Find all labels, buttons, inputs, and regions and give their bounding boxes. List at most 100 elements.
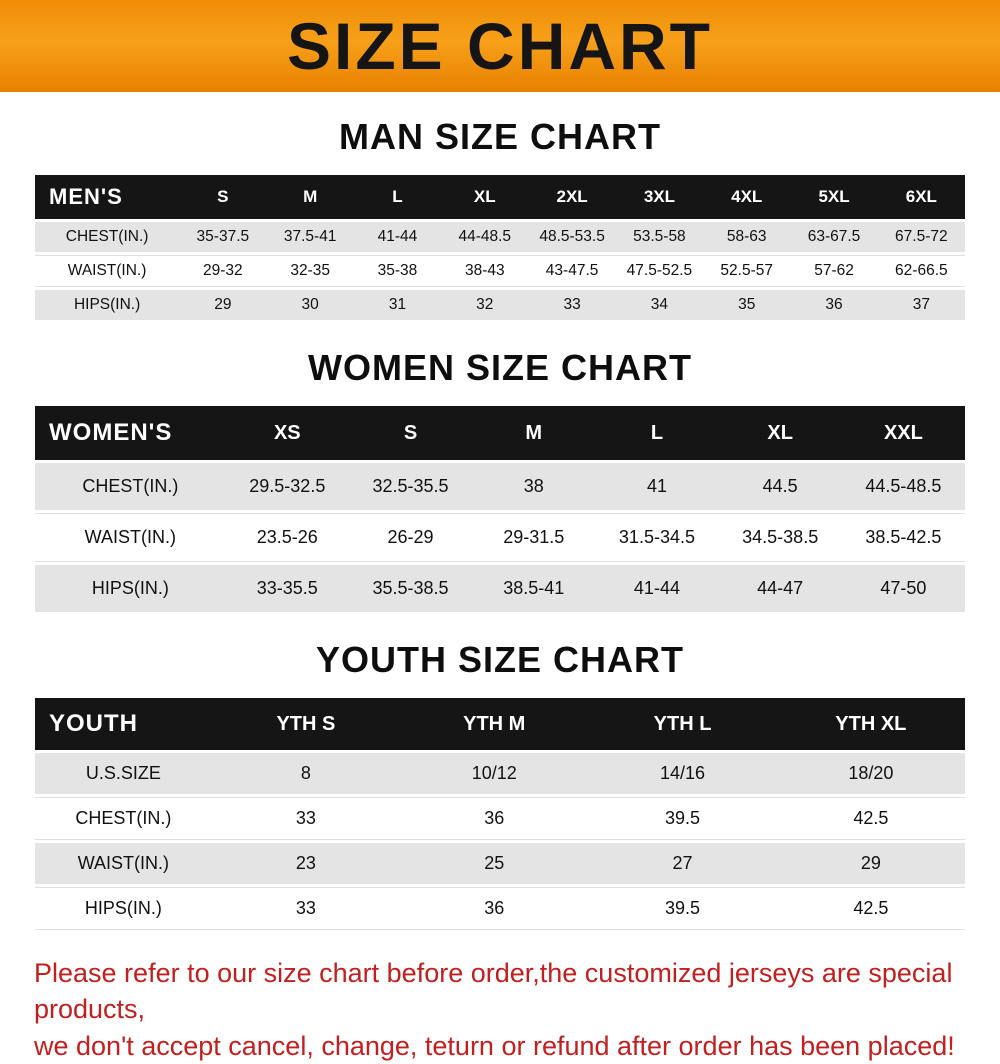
cell-value: 32.5-35.5 <box>348 463 473 510</box>
cell-value: 47-50 <box>841 565 965 612</box>
column-header: 3XL <box>615 175 704 219</box>
women-size-table: WOMEN'S XS S M L XL XXL CHEST(IN.) 29.5-32.5 32.5… <box>35 403 965 615</box>
cell-value: 48.5-53.5 <box>528 222 616 252</box>
cell-value: 33 <box>211 797 401 840</box>
row-label: WAIST(IN.) <box>35 255 180 287</box>
row-label: CHEST(IN.) <box>35 797 212 840</box>
cell-value: 38.5-41 <box>472 565 596 612</box>
cell-value: 10/12 <box>400 753 589 794</box>
cell-value: 41 <box>595 463 719 510</box>
cell-value: 34 <box>615 290 704 320</box>
column-header: YTH L <box>588 698 777 750</box>
column-header: XS <box>225 406 349 460</box>
row-label: WAIST(IN.) <box>35 843 212 884</box>
table-row: WAIST(IN.) 23.5-26 26-29 29-31.5 31.5-34.5 34… <box>35 513 965 562</box>
table-title-cell: YOUTH <box>35 698 212 750</box>
cell-value: 39.5 <box>588 887 777 930</box>
cell-value: 35-37.5 <box>179 222 267 252</box>
cell-value: 32 <box>441 290 529 320</box>
cell-value: 43-47.5 <box>528 255 616 287</box>
footer-note-line2: we don't accept cancel, change, teturn o… <box>34 1030 955 1061</box>
column-header: 6XL <box>877 175 965 219</box>
row-label: WAIST(IN.) <box>35 513 226 562</box>
table-header-row: YOUTH YTH S YTH M YTH L YTH XL <box>35 698 965 750</box>
cell-value: 44-48.5 <box>441 222 529 252</box>
page-title: SIZE CHART <box>287 9 713 83</box>
cell-value: 41-44 <box>595 565 719 612</box>
column-header: 5XL <box>790 175 878 219</box>
cell-value: 67.5-72 <box>877 222 965 252</box>
table-row: CHEST(IN.) 33 36 39.5 42.5 <box>35 797 965 840</box>
cell-value: 23.5-26 <box>225 513 349 562</box>
column-header: L <box>353 175 442 219</box>
row-label: HIPS(IN.) <box>35 565 226 612</box>
cell-value: 33-35.5 <box>225 565 349 612</box>
column-header: YTH S <box>211 698 401 750</box>
cell-value: 27 <box>588 843 777 884</box>
cell-value: 29-32 <box>179 255 267 287</box>
cell-value: 31.5-34.5 <box>595 513 719 562</box>
youth-section-heading: YOUTH SIZE CHART <box>315 639 684 680</box>
column-header: M <box>472 406 596 460</box>
cell-value: 32-35 <box>266 255 354 287</box>
cell-value: 58-63 <box>703 222 791 252</box>
cell-value: 36 <box>400 797 589 840</box>
cell-value: 14/16 <box>588 753 777 794</box>
footer-note-line1: Please refer to our size chart before or… <box>34 958 953 1025</box>
column-header: 4XL <box>703 175 791 219</box>
cell-value: 38.5-42.5 <box>841 513 965 562</box>
footer-note: Please refer to our size chart before or… <box>34 955 1000 1064</box>
table-row: WAIST(IN.) 23 25 27 29 <box>35 843 965 884</box>
cell-value: 25 <box>400 843 589 884</box>
cell-value: 29.5-32.5 <box>225 463 349 510</box>
women-section: WOMEN SIZE CHART WOMEN'S XS S M L XL XXL CHEST(… <box>0 347 1000 615</box>
cell-value: 26-29 <box>348 513 473 562</box>
column-header: XL <box>718 406 842 460</box>
cell-value: 29-31.5 <box>472 513 596 562</box>
cell-value: 29 <box>776 843 965 884</box>
youth-size-table: YOUTH YTH S YTH M YTH L YTH XL U.S.SIZE 8 10/12… <box>35 695 965 933</box>
table-row: U.S.SIZE 8 10/12 14/16 18/20 <box>35 753 965 794</box>
men-section-heading: MAN SIZE CHART <box>339 116 661 157</box>
column-header: L <box>595 406 719 460</box>
cell-value: 35 <box>703 290 791 320</box>
table-header-row: WOMEN'S XS S M L XL XXL <box>35 406 965 460</box>
cell-value: 53.5-58 <box>615 222 704 252</box>
cell-value: 37 <box>877 290 965 320</box>
column-header: 2XL <box>528 175 616 219</box>
cell-value: 29 <box>179 290 267 320</box>
column-header: XXL <box>841 406 965 460</box>
cell-value: 8 <box>211 753 401 794</box>
cell-value: 31 <box>353 290 442 320</box>
cell-value: 44.5 <box>718 463 842 510</box>
table-row: HIPS(IN.) 33 36 39.5 42.5 <box>35 887 965 930</box>
cell-value: 36 <box>790 290 878 320</box>
youth-section: YOUTH SIZE CHART YOUTH YTH S YTH M YTH L YTH… <box>0 639 1000 933</box>
cell-value: 18/20 <box>776 753 965 794</box>
cell-value: 36 <box>400 887 589 930</box>
column-header: YTH M <box>400 698 589 750</box>
men-size-table: MEN'S S M L XL 2XL 3XL 4XL 5XL 6XL CHEST(IN.) 35-37… <box>35 172 965 323</box>
table-header-row: MEN'S S M L XL 2XL 3XL 4XL 5XL 6XL <box>35 175 965 219</box>
table-row: HIPS(IN.) 33-35.5 35.5-38.5 38.5-41 41-44 44-… <box>35 565 965 612</box>
cell-value: 30 <box>266 290 354 320</box>
cell-value: 37.5-41 <box>266 222 354 252</box>
table-title-cell: WOMEN'S <box>35 406 226 460</box>
column-header: M <box>266 175 354 219</box>
cell-value: 23 <box>211 843 401 884</box>
table-row: CHEST(IN.) 29.5-32.5 32.5-35.5 38 41 44.5 44.5… <box>35 463 965 510</box>
row-label: U.S.SIZE <box>35 753 212 794</box>
cell-value: 41-44 <box>353 222 442 252</box>
table-row: WAIST(IN.) 29-32 32-35 35-38 38-43 43-47.5 47.… <box>35 255 965 287</box>
column-header: XL <box>441 175 529 219</box>
cell-value: 63-67.5 <box>790 222 878 252</box>
cell-value: 38-43 <box>441 255 529 287</box>
column-header: YTH XL <box>776 698 965 750</box>
row-label: CHEST(IN.) <box>35 222 180 252</box>
cell-value: 42.5 <box>776 887 965 930</box>
row-label: HIPS(IN.) <box>35 290 180 320</box>
cell-value: 44.5-48.5 <box>841 463 965 510</box>
table-row: CHEST(IN.) 35-37.5 37.5-41 41-44 44-48.5 48.5… <box>35 222 965 252</box>
cell-value: 52.5-57 <box>703 255 791 287</box>
cell-value: 35-38 <box>353 255 442 287</box>
